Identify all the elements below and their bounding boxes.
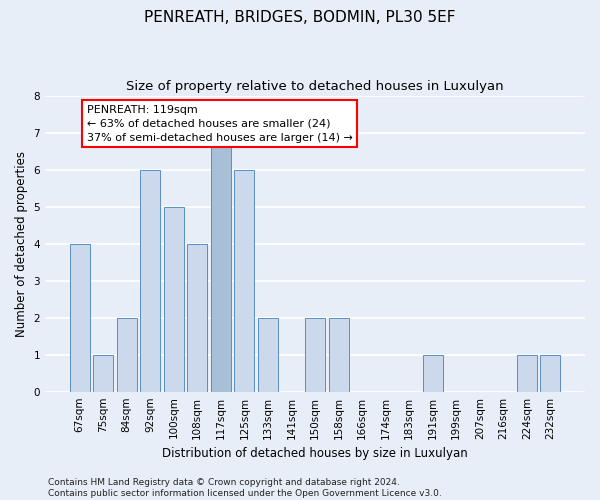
Bar	[140, 170, 160, 392]
Bar	[187, 244, 208, 392]
Bar	[423, 354, 443, 392]
X-axis label: Distribution of detached houses by size in Luxulyan: Distribution of detached houses by size …	[162, 447, 468, 460]
Bar	[517, 354, 537, 392]
Bar	[93, 354, 113, 392]
Bar	[258, 318, 278, 392]
Bar	[116, 318, 137, 392]
Text: PENREATH: 119sqm
← 63% of detached houses are smaller (24)
37% of semi-detached : PENREATH: 119sqm ← 63% of detached house…	[86, 105, 353, 143]
Bar	[329, 318, 349, 392]
Bar	[305, 318, 325, 392]
Text: Contains HM Land Registry data © Crown copyright and database right 2024.
Contai: Contains HM Land Registry data © Crown c…	[48, 478, 442, 498]
Y-axis label: Number of detached properties: Number of detached properties	[15, 150, 28, 336]
Bar	[164, 206, 184, 392]
Text: PENREATH, BRIDGES, BODMIN, PL30 5EF: PENREATH, BRIDGES, BODMIN, PL30 5EF	[144, 10, 456, 25]
Bar	[541, 354, 560, 392]
Title: Size of property relative to detached houses in Luxulyan: Size of property relative to detached ho…	[126, 80, 504, 93]
Bar	[235, 170, 254, 392]
Bar	[211, 132, 231, 392]
Bar	[70, 244, 89, 392]
